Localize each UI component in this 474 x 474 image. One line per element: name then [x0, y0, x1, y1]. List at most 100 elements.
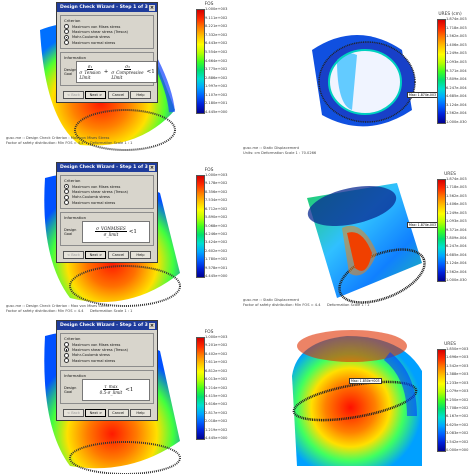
radio-icon[interactable] [64, 29, 69, 35]
radio-selected-icon[interactable] [64, 34, 69, 40]
status-text: gusc.me :: Static Displacement Units: cm… [243, 146, 316, 155]
information-label: Information [64, 54, 86, 60]
option-mohr-coulomb[interactable]: Mohr-Coulomb stress [64, 194, 150, 200]
wizard-title: Design Check Wizard - Step 1 of 3 [60, 323, 148, 328]
close-icon[interactable]: × [149, 4, 155, 11]
legend-tick-label: 1.997e+002 [205, 84, 228, 89]
option-tresca[interactable]: Maximum shear stress (Tresca) [64, 29, 150, 35]
legend-tick-label: 9.201e+002 [205, 343, 228, 348]
help-button[interactable]: Help [129, 408, 151, 417]
information-group: Information Design Goal τ_max 0.5·σ_limit… [60, 369, 154, 404]
radio-icon[interactable] [64, 200, 69, 206]
legend-title: URES (cm) [438, 12, 462, 17]
legend-tick-label: 1.107e+002 [205, 92, 228, 97]
radio-icon[interactable] [64, 24, 69, 29]
panel-fos-von-mises: Design Check Wizard - Step 1 of 3 × Crite… [0, 158, 237, 316]
legend-tick-label: 4.625e+002 [446, 422, 469, 427]
next-button[interactable]: Next > [85, 408, 107, 417]
radio-icon[interactable] [64, 342, 69, 347]
radio-selected-icon[interactable] [64, 184, 69, 189]
cylinder-displacement-view[interactable] [237, 0, 474, 158]
design-goal-label: Design Goal [64, 385, 77, 394]
status-line-1: gusc.me :: Design Check Criterion : Max … [6, 136, 110, 140]
legend-tick-label: 5.554e+002 [205, 49, 228, 54]
status-line-2: Factor of safety distribution: Min FOS =… [6, 308, 84, 313]
option-von-mises[interactable]: Maximum von Mises stress [64, 24, 150, 29]
status-line-2: Factor of safety distribution: Min FOS =… [243, 302, 321, 307]
eq-denominator: σ_Tension Limit [79, 69, 101, 80]
radio-selected-icon[interactable] [64, 347, 69, 353]
close-icon[interactable]: × [149, 322, 155, 329]
legend-tick-label: 1.000e-030 [446, 120, 467, 124]
radio-icon[interactable] [64, 358, 69, 364]
option-tresca[interactable]: Maximum shear stress (Tresca) [64, 347, 150, 353]
eq-denominator: σ_limit [103, 232, 119, 238]
legend-tick-label: 2.602e+002 [205, 248, 228, 253]
cancel-button[interactable]: Cancel [107, 408, 129, 417]
legend-tick-label: 1.718e-003 [446, 185, 467, 190]
legend-tick-label: 3.616e+002 [205, 402, 228, 407]
radio-icon[interactable] [64, 352, 69, 358]
legend-tick-label: 4.246e+002 [205, 231, 228, 236]
back-button[interactable]: < Back [63, 90, 84, 99]
option-max-normal[interactable]: Maximum normal stress [64, 200, 150, 206]
legend-tick-label: 4.685e-004 [446, 94, 467, 99]
design-check-wizard[interactable]: Design Check Wizard - Step 1 of 3 × Crite… [56, 320, 158, 421]
eq-relation: <1 [125, 386, 134, 393]
help-button[interactable]: Help [129, 250, 151, 259]
radio-icon[interactable] [64, 40, 69, 46]
radio-icon[interactable] [64, 194, 69, 200]
legend-tick-label: 2.180e+001 [205, 101, 228, 106]
eq-numerator: σ₁ [86, 63, 94, 70]
status-line-1: gusc.me :: Design Check Criterion : Max … [6, 304, 110, 308]
color-bar [437, 349, 446, 452]
legend-tick-label: 1.718e-003 [446, 25, 467, 30]
option-max-normal[interactable]: Maximum normal stress [64, 358, 150, 364]
criterion-group: Criterion Maximum von Mises stress Maxim… [60, 333, 154, 367]
cylinder-displacement-view[interactable] [237, 158, 474, 316]
status-line-2: Units: cm Deformation Scale 1 : 70.0266 [243, 150, 317, 155]
eq-numerator: σ_VONMISES [95, 226, 127, 233]
design-check-wizard[interactable]: Design Check Wizard - Step 1 of 3 × Crite… [56, 2, 158, 103]
legend-tick-label: 3.424e+002 [205, 240, 228, 245]
legend-tick-label: 1.696e+003 [446, 355, 469, 360]
panel-displacement-2: Max: 1.874e-003 URES 1.874e-003 1.718e-003… [237, 158, 474, 316]
legend-tick-label: 0.000e+000 [446, 448, 469, 452]
legend-tick-label: 4.445e+000 [205, 274, 228, 278]
close-icon[interactable]: × [149, 164, 155, 171]
radio-icon[interactable] [64, 189, 69, 195]
option-von-mises[interactable]: Maximum von Mises stress [64, 342, 150, 347]
wizard-title: Design Check Wizard - Step 1 of 3 [60, 165, 148, 170]
legend-tick-label: 1.562e-003 [446, 193, 467, 198]
back-button[interactable]: < Back [63, 408, 84, 417]
legend-tick-label: 2.817e+002 [205, 410, 228, 415]
option-max-normal[interactable]: Maximum normal stress [64, 40, 150, 46]
eq-relation: <1 [146, 68, 155, 75]
cylinder-displacement-view[interactable] [237, 316, 474, 474]
cancel-button[interactable]: Cancel [107, 90, 129, 99]
option-mohr-coulomb[interactable]: Mohr-Coulomb stress [64, 34, 150, 40]
ures-legend: URES 1.850e+003 1.696e+003 1.542e+003 1.388e… [437, 342, 468, 452]
deformation-scale: Deformation Scale 1 : 1 [90, 140, 133, 145]
legend-tick-label: 1.079e+003 [446, 389, 469, 394]
legend-tick-label: 4.664e+002 [205, 58, 228, 63]
help-button[interactable]: Help [129, 90, 151, 99]
design-check-wizard[interactable]: Design Check Wizard - Step 1 of 3 × Crite… [56, 162, 158, 263]
next-button[interactable]: Next > [85, 250, 107, 259]
option-tresca[interactable]: Maximum shear stress (Tresca) [64, 189, 150, 195]
next-button[interactable]: Next > [85, 90, 107, 99]
legend-tick-label: 1.406e-003 [446, 202, 467, 207]
legend-tick-label: 7.809e-004 [446, 235, 467, 240]
option-mohr-coulomb[interactable]: Mohr-Coulomb stress [64, 352, 150, 358]
legend-tick-label: 6.013e+002 [205, 377, 228, 382]
legend-tick-label: 1.562e-004 [446, 111, 467, 116]
legend-title: URES [444, 172, 456, 177]
legend-title: FOS [204, 330, 214, 335]
legend-tick-label: 4.685e-004 [446, 252, 467, 257]
legend-tick-label: 8.402e+002 [205, 351, 228, 356]
max-probe-label: Max: 1.850e+003 [349, 378, 382, 384]
cancel-button[interactable]: Cancel [107, 250, 129, 259]
legend-tick-label: 7.809e-004 [446, 77, 467, 82]
option-von-mises[interactable]: Maximum von Mises stress [64, 184, 150, 189]
back-button[interactable]: < Back [63, 250, 84, 259]
